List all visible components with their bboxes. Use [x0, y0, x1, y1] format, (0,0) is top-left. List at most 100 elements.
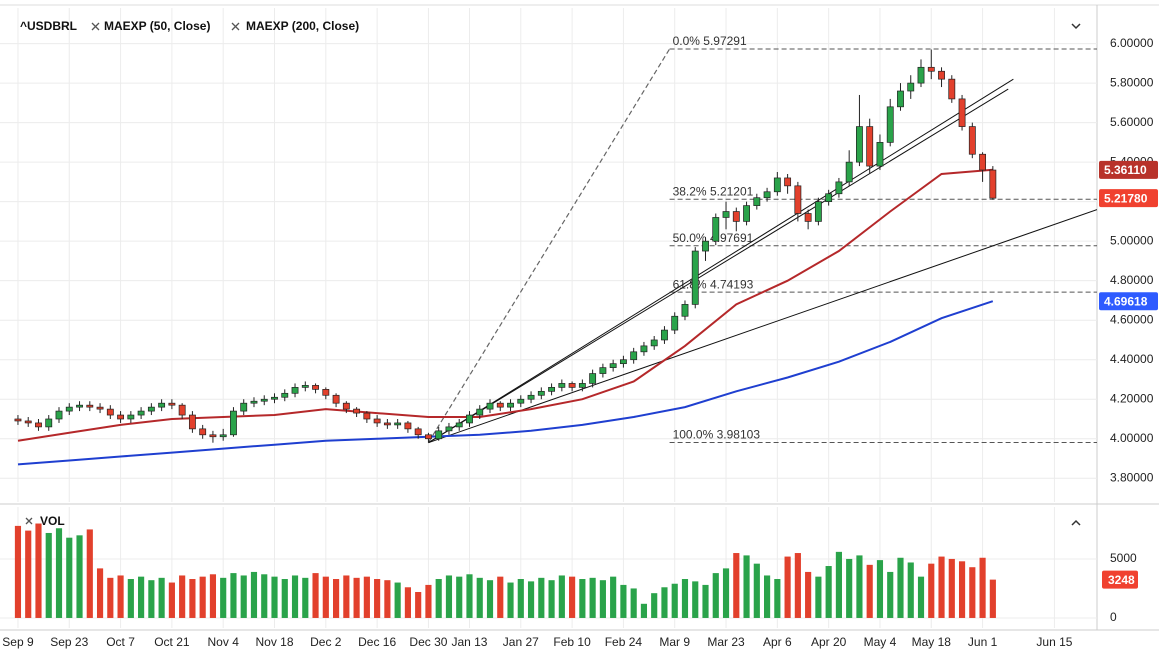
candle-body	[814, 201, 822, 222]
fib-label: 0.0% 5.97291	[673, 34, 747, 48]
volume-bar	[640, 603, 648, 618]
volume-bar	[107, 577, 114, 618]
candle-body	[76, 404, 83, 408]
candle-body	[517, 398, 525, 404]
candle-body	[301, 385, 309, 388]
y-tick-label: 4.60000	[1110, 312, 1154, 326]
volume-bar	[825, 566, 832, 618]
candle-body	[753, 197, 761, 206]
legend-ma50[interactable]: MAEXP (50, Close)	[104, 19, 210, 33]
volume-bar	[610, 576, 617, 618]
candle-body	[979, 153, 987, 171]
x-tick-label: Dec 30	[409, 635, 447, 649]
candle-body	[897, 90, 904, 108]
volume-bar	[928, 563, 935, 618]
y-tick-label: 4.40000	[1110, 352, 1154, 366]
volume-bar	[230, 573, 237, 618]
collapse-icon[interactable]	[1071, 23, 1081, 30]
volume-bar	[969, 567, 976, 618]
volume-bar	[240, 575, 247, 618]
y-tick-label: 0	[1110, 610, 1117, 624]
volume-bar	[979, 557, 986, 618]
volume-bar	[435, 579, 442, 618]
volume-bar	[989, 579, 996, 618]
fib-label: 100.0% 3.98103	[673, 428, 761, 442]
candle-body	[835, 181, 843, 195]
candle-body	[342, 402, 350, 410]
x-tick-label: Apr 6	[763, 635, 792, 649]
candle-body	[466, 414, 473, 424]
price-tag	[1099, 189, 1158, 208]
candle-body	[158, 402, 166, 408]
volume-bar	[589, 577, 596, 618]
volume-title: VOL	[40, 514, 65, 528]
candle-body	[609, 363, 617, 368]
candle-body	[137, 410, 145, 416]
candle-body	[681, 304, 689, 317]
volume-bar	[712, 573, 719, 618]
candle-body	[240, 402, 248, 412]
volume-bar	[384, 580, 391, 618]
candle-body	[55, 410, 63, 420]
volume-bar	[363, 576, 370, 618]
candle-body	[558, 383, 566, 388]
volume-bar	[456, 576, 463, 618]
volume-bar	[866, 564, 873, 618]
volume-bar	[897, 557, 904, 618]
volume-bar	[14, 525, 22, 618]
y-tick-label: 3.80000	[1110, 470, 1154, 484]
volume-bar	[784, 556, 791, 618]
volume-bar	[425, 584, 432, 618]
candle-body	[486, 402, 494, 410]
volume-bar	[66, 537, 73, 618]
volume-bar	[846, 558, 853, 618]
volume-bar	[743, 555, 750, 618]
candle-body	[86, 404, 94, 408]
candle-body	[394, 422, 402, 426]
price-tag-label: 5.21780	[1104, 191, 1148, 205]
volume-bar	[189, 579, 196, 618]
candle-body	[14, 418, 22, 422]
candle-body	[958, 98, 966, 127]
volume-bar	[651, 593, 658, 618]
remove-icon[interactable]	[231, 22, 240, 31]
volume-bar	[497, 576, 504, 618]
volume-bar	[558, 575, 565, 618]
candle-body	[476, 408, 484, 416]
volume-bar	[835, 551, 842, 618]
price-tag-label: 5.36110	[1104, 163, 1147, 177]
candle-body	[732, 211, 740, 222]
candle-body	[527, 394, 535, 400]
volume-bar	[476, 577, 483, 618]
legend-ma200[interactable]: MAEXP (200, Close)	[246, 19, 359, 33]
candle-body	[353, 408, 361, 414]
candle-body	[763, 191, 771, 199]
x-tick-label: Nov 18	[255, 635, 293, 649]
x-tick-label: Nov 4	[208, 635, 240, 649]
volume-bar	[55, 528, 63, 618]
candle-body	[825, 193, 833, 203]
candle-body	[414, 428, 422, 436]
expand-icon[interactable]	[1071, 519, 1081, 526]
x-tick-label: Jan 27	[503, 635, 539, 649]
fib-diagonal	[427, 48, 671, 443]
remove-icon[interactable]	[25, 517, 33, 525]
volume-bar	[271, 576, 278, 618]
candle-body	[373, 418, 381, 424]
volume-bar	[415, 591, 422, 618]
candle-body	[199, 428, 207, 436]
candle-body	[599, 367, 607, 374]
candle-body	[712, 217, 720, 242]
y-tick-label: 5.80000	[1110, 75, 1154, 89]
volume-bar	[753, 563, 760, 618]
volume-bar	[35, 523, 42, 618]
trendline	[428, 209, 1097, 444]
volume-bar	[702, 584, 709, 618]
volume-tag-label: 3248	[1108, 573, 1135, 587]
volume-bar	[312, 573, 319, 618]
volume-bar	[630, 588, 637, 618]
remove-icon[interactable]	[91, 22, 100, 31]
volume-bar	[209, 574, 217, 618]
volume-bar	[876, 560, 884, 618]
